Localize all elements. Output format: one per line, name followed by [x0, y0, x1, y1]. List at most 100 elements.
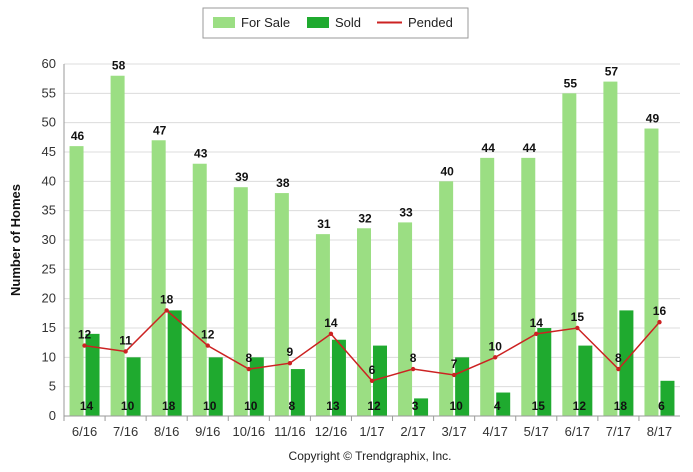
pended-point — [328, 331, 334, 337]
pended-point — [164, 308, 169, 313]
label-pended: 8 — [410, 351, 417, 365]
label-sold: 10 — [244, 399, 258, 413]
label-for-sale: 44 — [523, 141, 537, 155]
label-sold: 10 — [203, 399, 217, 413]
x-tick-label: 8/17 — [647, 424, 672, 439]
pended-point — [410, 366, 416, 372]
bar-for-sale — [603, 81, 618, 416]
axes — [63, 64, 680, 417]
bar-for-sale — [151, 140, 166, 416]
legend-label-for-sale: For Sale — [241, 15, 290, 30]
label-pended: 16 — [653, 304, 667, 318]
bar-sold — [208, 357, 223, 416]
bar-sold — [167, 310, 182, 416]
x-tick-label: 4/17 — [483, 424, 508, 439]
pended-point — [123, 349, 128, 354]
copyright-footer: Copyright © Trendgraphix, Inc. — [289, 449, 452, 463]
label-pended: 12 — [201, 328, 215, 342]
y-tick-label: 10 — [42, 349, 56, 364]
label-for-sale: 57 — [605, 65, 619, 79]
label-pended: 7 — [451, 357, 458, 371]
y-tick-label: 60 — [42, 56, 56, 71]
bar-for-sale — [398, 222, 413, 416]
label-for-sale: 33 — [399, 205, 413, 219]
y-axis-ticks: 0 5 10 15 20 25 30 35 40 45 50 55 60 — [42, 56, 56, 423]
x-tick-label: 2/17 — [400, 424, 425, 439]
label-for-sale: 39 — [235, 170, 249, 184]
bar-for-sale — [315, 234, 330, 416]
bar-for-sale — [233, 187, 248, 416]
bar-sold — [660, 380, 675, 416]
pended-point — [287, 361, 293, 366]
bar-sold — [85, 333, 100, 416]
legend-label-sold: Sold — [335, 15, 361, 30]
label-for-sale: 31 — [317, 217, 331, 231]
pended-point — [616, 366, 621, 372]
bars — [69, 75, 675, 417]
label-sold: 4 — [494, 399, 501, 413]
bar-sold — [578, 345, 593, 416]
pended-point — [534, 331, 539, 337]
y-tick-label: 20 — [42, 291, 56, 306]
label-pended: 8 — [615, 351, 622, 365]
pended-point — [575, 325, 580, 331]
bar-sold — [249, 357, 264, 416]
y-tick-label: 15 — [42, 320, 56, 335]
pended-point — [493, 355, 498, 360]
bar-for-sale — [644, 128, 659, 417]
bar-for-sale — [439, 181, 454, 416]
label-sold: 12 — [367, 399, 381, 413]
x-tick-label: 8/16 — [154, 424, 179, 439]
y-tick-label: 25 — [42, 261, 56, 276]
bar-sold — [414, 398, 429, 416]
label-for-sale: 55 — [564, 76, 578, 90]
x-tick-label: 7/17 — [606, 424, 631, 439]
label-sold: 10 — [121, 399, 135, 413]
label-pended: 18 — [160, 292, 174, 306]
y-tick-label: 5 — [49, 379, 56, 394]
label-for-sale: 49 — [646, 112, 660, 126]
label-pended: 12 — [78, 328, 92, 342]
bar-for-sale — [480, 157, 495, 416]
x-tick-label: 7/16 — [113, 424, 138, 439]
x-tick-label: 1/17 — [359, 424, 384, 439]
bar-for-sale — [521, 157, 536, 416]
label-for-sale: 38 — [276, 176, 290, 190]
x-tick-label: 9/16 — [195, 424, 220, 439]
label-for-sale: 32 — [358, 211, 372, 225]
y-tick-label: 0 — [49, 408, 56, 423]
label-sold: 8 — [289, 399, 296, 413]
bar-for-sale — [562, 93, 577, 416]
bar-sold — [290, 369, 305, 416]
x-axis-ticks: 6/16 7/16 8/16 9/16 10/16 11/16 12/16 1/17 2/17 3… — [63, 416, 672, 439]
x-tick-label: 3/17 — [441, 424, 466, 439]
pended-point — [369, 378, 375, 383]
pended-point — [451, 372, 457, 378]
bar-for-sale — [192, 163, 207, 416]
x-tick-label: 10/16 — [233, 424, 266, 439]
label-sold: 15 — [532, 399, 546, 413]
bar-sold — [455, 357, 470, 416]
bar-for-sale — [357, 228, 371, 416]
label-pended: 14 — [324, 316, 338, 330]
bar-for-sale — [110, 75, 125, 416]
y-tick-label: 50 — [42, 115, 56, 130]
x-tick-label: 6/16 — [72, 424, 97, 439]
x-tick-label: 11/16 — [274, 424, 306, 439]
bar-sold — [373, 345, 387, 416]
label-pended: 6 — [369, 363, 376, 377]
bar-for-sale — [274, 193, 289, 416]
label-pended: 11 — [119, 333, 132, 347]
pended-line — [82, 308, 662, 383]
y-tick-label: 30 — [42, 232, 56, 247]
label-pended: 9 — [287, 345, 294, 359]
pended-point — [205, 343, 210, 348]
label-for-sale: 44 — [482, 141, 496, 155]
label-for-sale: 46 — [71, 129, 85, 143]
legend-swatch-sold — [307, 17, 329, 28]
label-sold: 18 — [614, 399, 628, 413]
label-sold: 14 — [80, 399, 94, 413]
y-tick-label: 40 — [42, 173, 56, 188]
y-tick-label: 35 — [42, 203, 56, 218]
